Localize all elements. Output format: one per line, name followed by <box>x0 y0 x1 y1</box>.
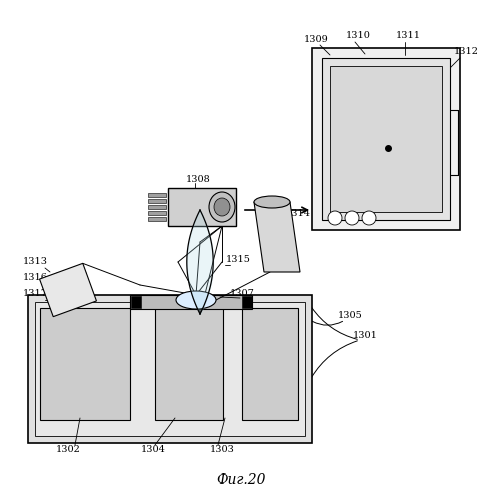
Polygon shape <box>40 264 96 316</box>
Text: 1304: 1304 <box>141 446 165 454</box>
Bar <box>35 302 305 436</box>
Text: 1303: 1303 <box>210 446 234 454</box>
Text: 1311: 1311 <box>396 32 420 40</box>
Bar <box>40 308 130 420</box>
Ellipse shape <box>254 196 290 208</box>
Text: 1302: 1302 <box>55 446 80 454</box>
FancyArrowPatch shape <box>311 308 357 340</box>
Text: 1312: 1312 <box>454 48 479 56</box>
Text: 1314: 1314 <box>285 210 310 218</box>
Bar <box>148 193 166 197</box>
Bar <box>130 295 252 309</box>
Circle shape <box>328 211 342 225</box>
Text: 1305: 1305 <box>337 312 362 320</box>
Text: 1309: 1309 <box>304 36 328 44</box>
Bar <box>312 48 460 230</box>
Text: 1308: 1308 <box>186 176 210 184</box>
Bar <box>148 199 166 203</box>
Circle shape <box>345 211 359 225</box>
Ellipse shape <box>209 192 235 222</box>
Bar <box>28 295 312 443</box>
Bar <box>242 296 252 308</box>
Bar <box>330 66 442 212</box>
Text: 1301: 1301 <box>352 330 377 340</box>
Bar <box>155 308 223 420</box>
Polygon shape <box>254 202 300 272</box>
Bar <box>242 308 298 420</box>
Text: 1315: 1315 <box>226 256 251 264</box>
Text: 1313: 1313 <box>23 258 48 266</box>
Ellipse shape <box>176 291 216 309</box>
Bar <box>322 58 450 220</box>
FancyArrowPatch shape <box>311 341 357 378</box>
Bar <box>131 296 141 308</box>
Text: 1310: 1310 <box>346 32 371 40</box>
Ellipse shape <box>214 198 230 216</box>
Bar <box>148 211 166 215</box>
Circle shape <box>362 211 376 225</box>
Text: Фиг.20: Фиг.20 <box>216 473 266 487</box>
Bar <box>168 188 236 226</box>
Bar <box>148 217 166 221</box>
Text: 1317: 1317 <box>23 290 48 298</box>
Bar <box>148 205 166 209</box>
Text: 1316: 1316 <box>23 274 47 282</box>
Text: 1307: 1307 <box>229 290 254 298</box>
FancyArrowPatch shape <box>312 322 343 325</box>
